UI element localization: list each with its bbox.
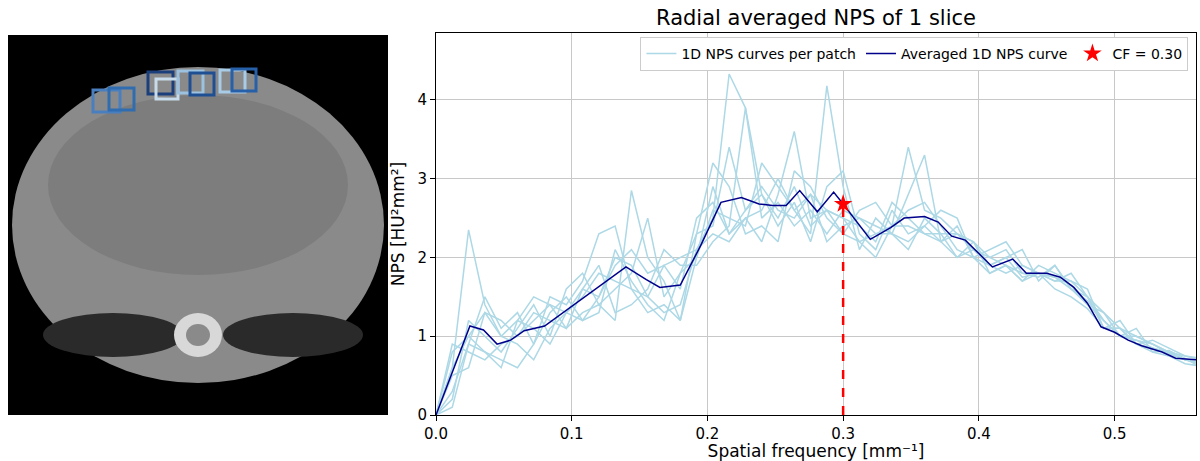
svg-text:2: 2 — [417, 249, 427, 267]
svg-text:0.1: 0.1 — [560, 425, 584, 443]
svg-text:0.5: 0.5 — [1103, 425, 1127, 443]
svg-text:0: 0 — [417, 406, 427, 424]
svg-text:CF = 0.30: CF = 0.30 — [1112, 46, 1182, 62]
svg-text:0.3: 0.3 — [831, 425, 855, 443]
svg-text:NPS [HU²mm²]: NPS [HU²mm²] — [388, 162, 408, 286]
svg-text:1D NPS curves per patch: 1D NPS curves per patch — [681, 46, 856, 62]
svg-text:Averaged 1D NPS curve: Averaged 1D NPS curve — [901, 46, 1067, 62]
svg-text:Radial averaged NPS of 1 slice: Radial averaged NPS of 1 slice — [656, 6, 976, 30]
svg-text:0.4: 0.4 — [967, 425, 991, 443]
svg-text:3: 3 — [417, 170, 427, 188]
svg-text:0.0: 0.0 — [424, 425, 448, 443]
svg-text:0.2: 0.2 — [696, 425, 720, 443]
svg-text:1: 1 — [417, 327, 427, 345]
svg-text:4: 4 — [417, 91, 427, 109]
svg-text:Spatial frequency [mm⁻¹]: Spatial frequency [mm⁻¹] — [708, 441, 925, 461]
